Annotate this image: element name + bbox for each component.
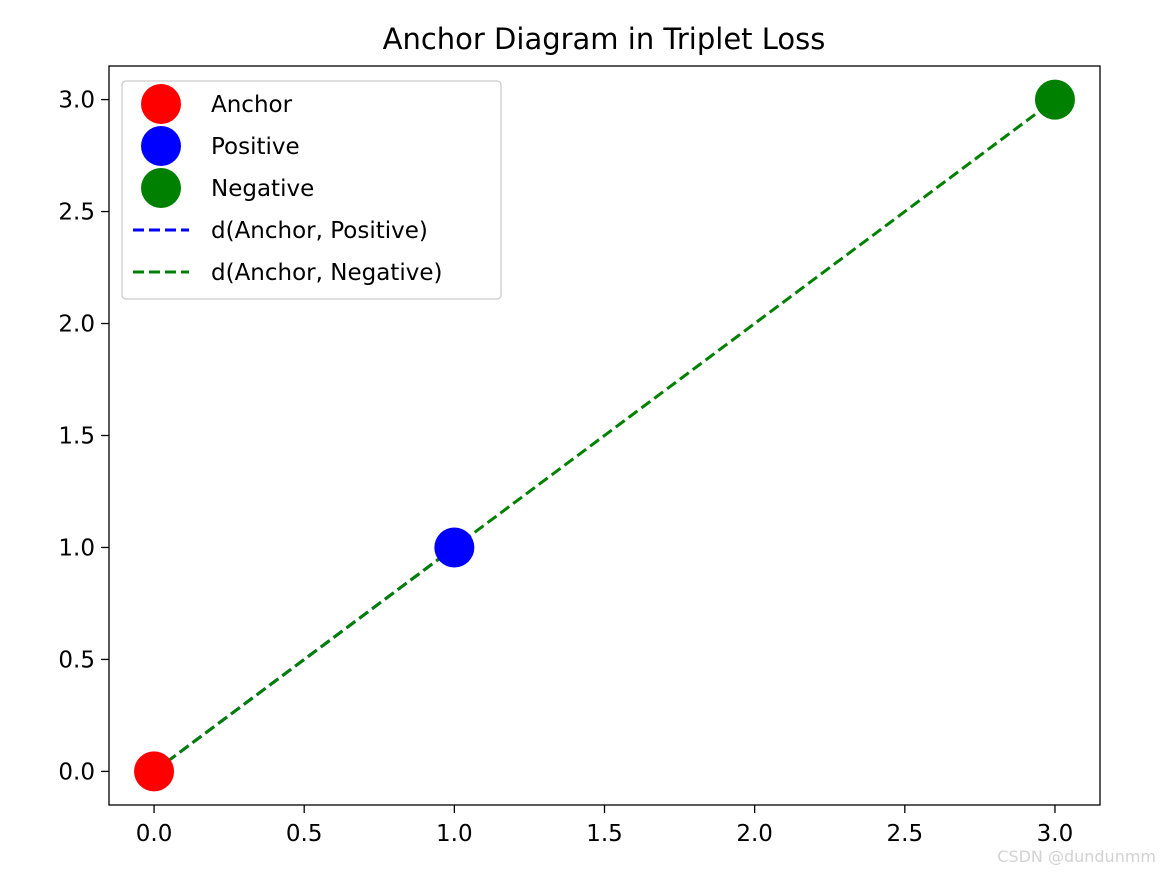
chart-title: Anchor Diagram in Triplet Loss — [383, 22, 826, 56]
watermark-text: CSDN @dundunmm — [997, 847, 1156, 866]
legend-label: Anchor — [211, 92, 293, 118]
y-tick-label: 0.5 — [58, 647, 95, 673]
point-positive — [434, 527, 475, 568]
legend-marker — [141, 126, 181, 166]
x-axis: 0.0 0.5 1.0 1.5 2.0 2.5 3.0 — [136, 805, 1073, 847]
x-tick-label: 2.0 — [736, 821, 773, 847]
x-tick-label: 1.5 — [586, 821, 623, 847]
point-anchor — [134, 751, 175, 792]
y-tick-label: 0.0 — [58, 759, 95, 785]
legend-label: Negative — [211, 176, 314, 202]
y-tick-label: 2.5 — [58, 200, 95, 226]
legend-label: d(Anchor, Negative) — [211, 260, 442, 286]
legend-marker — [141, 84, 181, 124]
legend-box — [121, 80, 502, 300]
legend-label: Positive — [211, 134, 300, 160]
y-tick-label: 1.5 — [58, 424, 95, 450]
legend: Anchor Positive Negative d(Anchor, Positive… — [121, 80, 502, 300]
lines-layer — [153, 98, 1056, 773]
x-tick-label: 0.0 — [136, 821, 173, 847]
y-axis: 0.0 0.5 1.0 1.5 2.0 2.5 3.0 — [58, 88, 109, 785]
legend-label: d(Anchor, Positive) — [211, 218, 428, 244]
x-tick-label: 2.5 — [887, 821, 924, 847]
x-tick-label: 1.0 — [436, 821, 473, 847]
x-tick-label: 3.0 — [1037, 821, 1074, 847]
y-tick-label: 1.0 — [58, 535, 95, 561]
legend-marker — [141, 168, 181, 208]
y-tick-label: 3.0 — [58, 88, 95, 114]
points-layer — [134, 79, 1075, 792]
point-negative — [1034, 79, 1075, 120]
series-line-2 — [153, 98, 1056, 773]
x-tick-label: 0.5 — [286, 821, 323, 847]
y-tick-label: 2.0 — [58, 312, 95, 338]
